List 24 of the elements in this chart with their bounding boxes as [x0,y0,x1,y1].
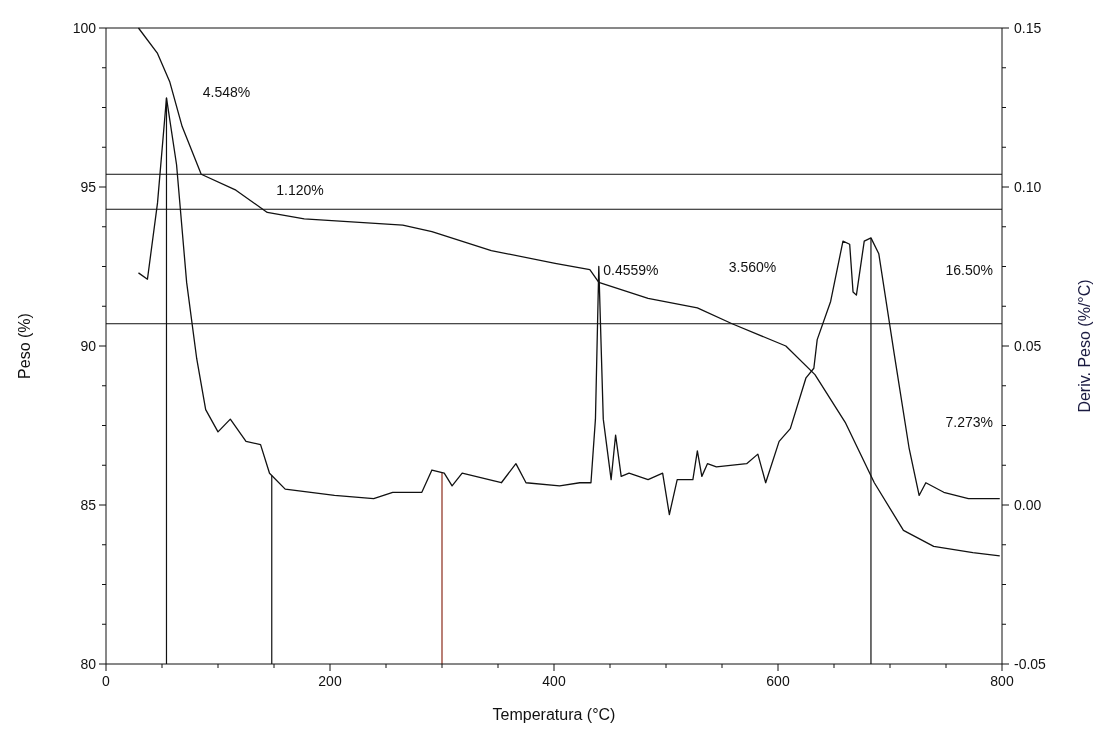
x-tick-label: 800 [990,673,1014,689]
annotation: 3.560% [728,258,777,275]
y-tick-label: 95 [80,179,97,195]
x-tick-label: 600 [766,673,790,689]
y2-tick-label: -0.05 [1014,656,1047,672]
annotation: 1.120% [276,182,324,199]
y-tick-label: 100 [72,20,97,36]
x-axis-title: Temperatura (°C) [492,706,616,723]
y2-tick-label: 0.00 [1014,497,1042,513]
annotation: 4.548% [202,83,251,100]
annotation: 0.4559% [603,261,659,278]
y2-tick-label: 0.15 [1014,20,1042,36]
y-tick-label: 80 [80,656,97,672]
y2-axis-title: Deriv. Peso (%/°C) [1076,279,1093,413]
y-tick-label: 90 [80,338,97,354]
x-tick-label: 400 [542,673,566,689]
annotation: 16.50% [945,261,994,278]
y-tick-label: 85 [80,497,97,513]
annotation: 7.273% [945,414,994,431]
x-tick-label: 0 [102,673,111,689]
x-tick-label: 200 [318,673,342,689]
y-axis-title: Peso (%) [16,313,33,379]
y2-tick-label: 0.05 [1014,338,1042,354]
y2-tick-label: 0.10 [1014,179,1042,195]
